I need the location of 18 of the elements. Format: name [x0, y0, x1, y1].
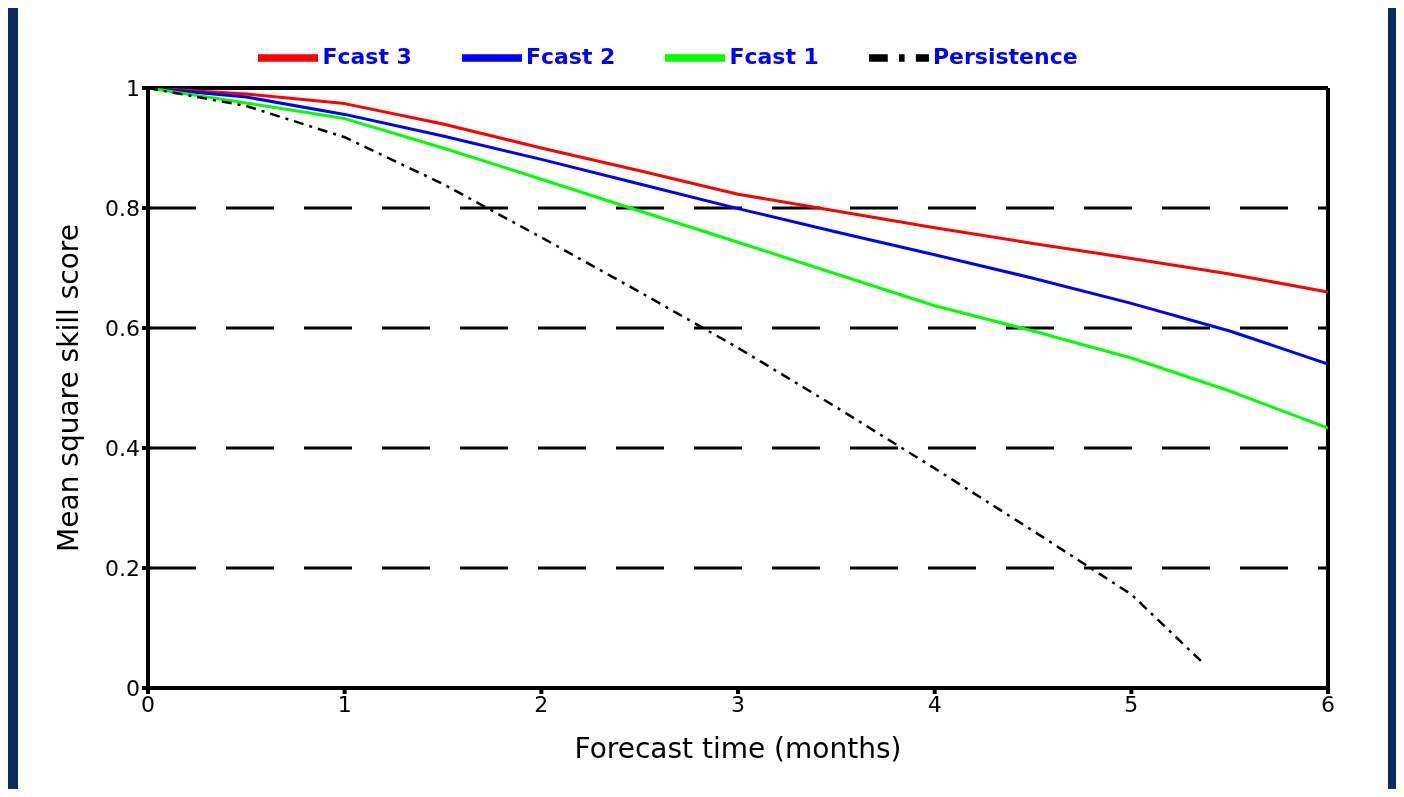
y-tick-label: 1 [126, 75, 140, 101]
legend-label: Fcast 2 [525, 44, 616, 69]
y-tick-label: 0.8 [105, 195, 140, 221]
x-tick-label: 4 [927, 691, 942, 717]
y-tick-label: 0 [126, 675, 140, 701]
x-tick-label: 3 [731, 691, 745, 717]
legend-label: Fcast 1 [729, 44, 819, 69]
legend-label: Persistence [932, 44, 1078, 69]
y-tick-label: 0.6 [105, 315, 140, 341]
y-tick-label: 0.2 [105, 555, 140, 581]
x-tick-label: 5 [1124, 691, 1139, 717]
x-tick-label: 2 [534, 691, 549, 717]
legend-label: Fcast 3 [322, 44, 412, 69]
x-tick-label: 6 [1321, 691, 1335, 717]
x-tick-label: 1 [337, 691, 352, 717]
y-axis-title: Mean square skill score [51, 224, 85, 552]
x-axis-title: Forecast time (months) [574, 732, 902, 765]
y-tick-label: 0.4 [105, 435, 140, 461]
